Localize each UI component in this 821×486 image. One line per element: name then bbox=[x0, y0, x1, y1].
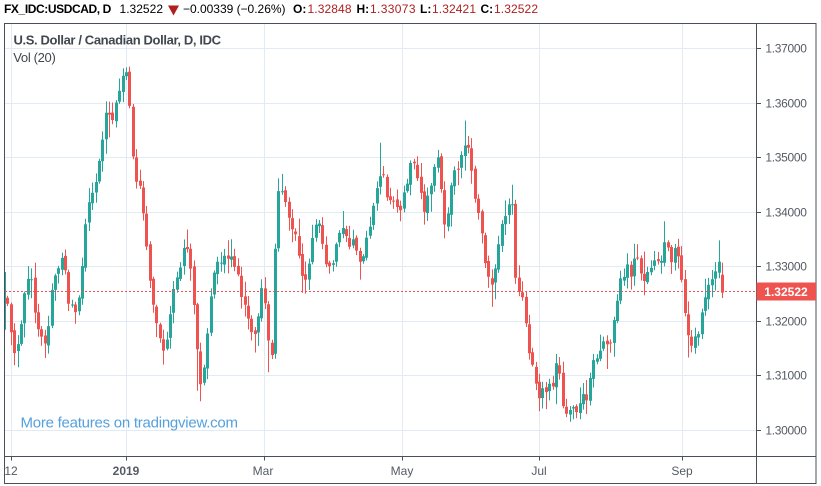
svg-text:1.31000: 1.31000 bbox=[765, 369, 807, 383]
svg-text:1.37000: 1.37000 bbox=[765, 42, 807, 56]
svg-text:−0.00339 (−0.26%): −0.00339 (−0.26%) bbox=[183, 2, 286, 16]
svg-text:1.32000: 1.32000 bbox=[765, 315, 807, 329]
svg-text:Mar: Mar bbox=[253, 464, 274, 478]
svg-text:1.36000: 1.36000 bbox=[765, 97, 807, 111]
svg-text:O:: O: bbox=[293, 2, 306, 16]
svg-text:1.35000: 1.35000 bbox=[765, 151, 807, 165]
svg-text:1.33073: 1.33073 bbox=[370, 2, 416, 16]
svg-text:Vol (20): Vol (20) bbox=[13, 50, 56, 65]
svg-text:Sep: Sep bbox=[671, 464, 693, 478]
svg-text:1.30000: 1.30000 bbox=[765, 424, 807, 438]
svg-text:L:: L: bbox=[420, 2, 431, 16]
svg-text:1.32522: 1.32522 bbox=[494, 2, 538, 16]
svg-text:U.S. Dollar / Canadian Dollar,: U.S. Dollar / Canadian Dollar, D, IDC bbox=[14, 33, 222, 48]
svg-text:1.33000: 1.33000 bbox=[765, 260, 807, 274]
svg-text:1.32522: 1.32522 bbox=[764, 285, 808, 299]
svg-text:C:: C: bbox=[481, 2, 494, 16]
svg-text:1.32848: 1.32848 bbox=[308, 2, 352, 16]
svg-text:More features on tradingview.c: More features on tradingview.com bbox=[21, 415, 239, 432]
svg-text:2019: 2019 bbox=[113, 464, 140, 478]
svg-text:1.32421: 1.32421 bbox=[432, 2, 476, 16]
svg-text:FX_IDC:USDCAD, D: FX_IDC:USDCAD, D bbox=[4, 2, 112, 16]
svg-text:Jul: Jul bbox=[531, 464, 546, 478]
svg-text:1.32522: 1.32522 bbox=[120, 2, 164, 16]
svg-text:H:: H: bbox=[357, 2, 370, 16]
svg-text:May: May bbox=[391, 464, 414, 478]
svg-text:12: 12 bbox=[4, 464, 18, 478]
svg-text:1.34000: 1.34000 bbox=[765, 206, 807, 220]
